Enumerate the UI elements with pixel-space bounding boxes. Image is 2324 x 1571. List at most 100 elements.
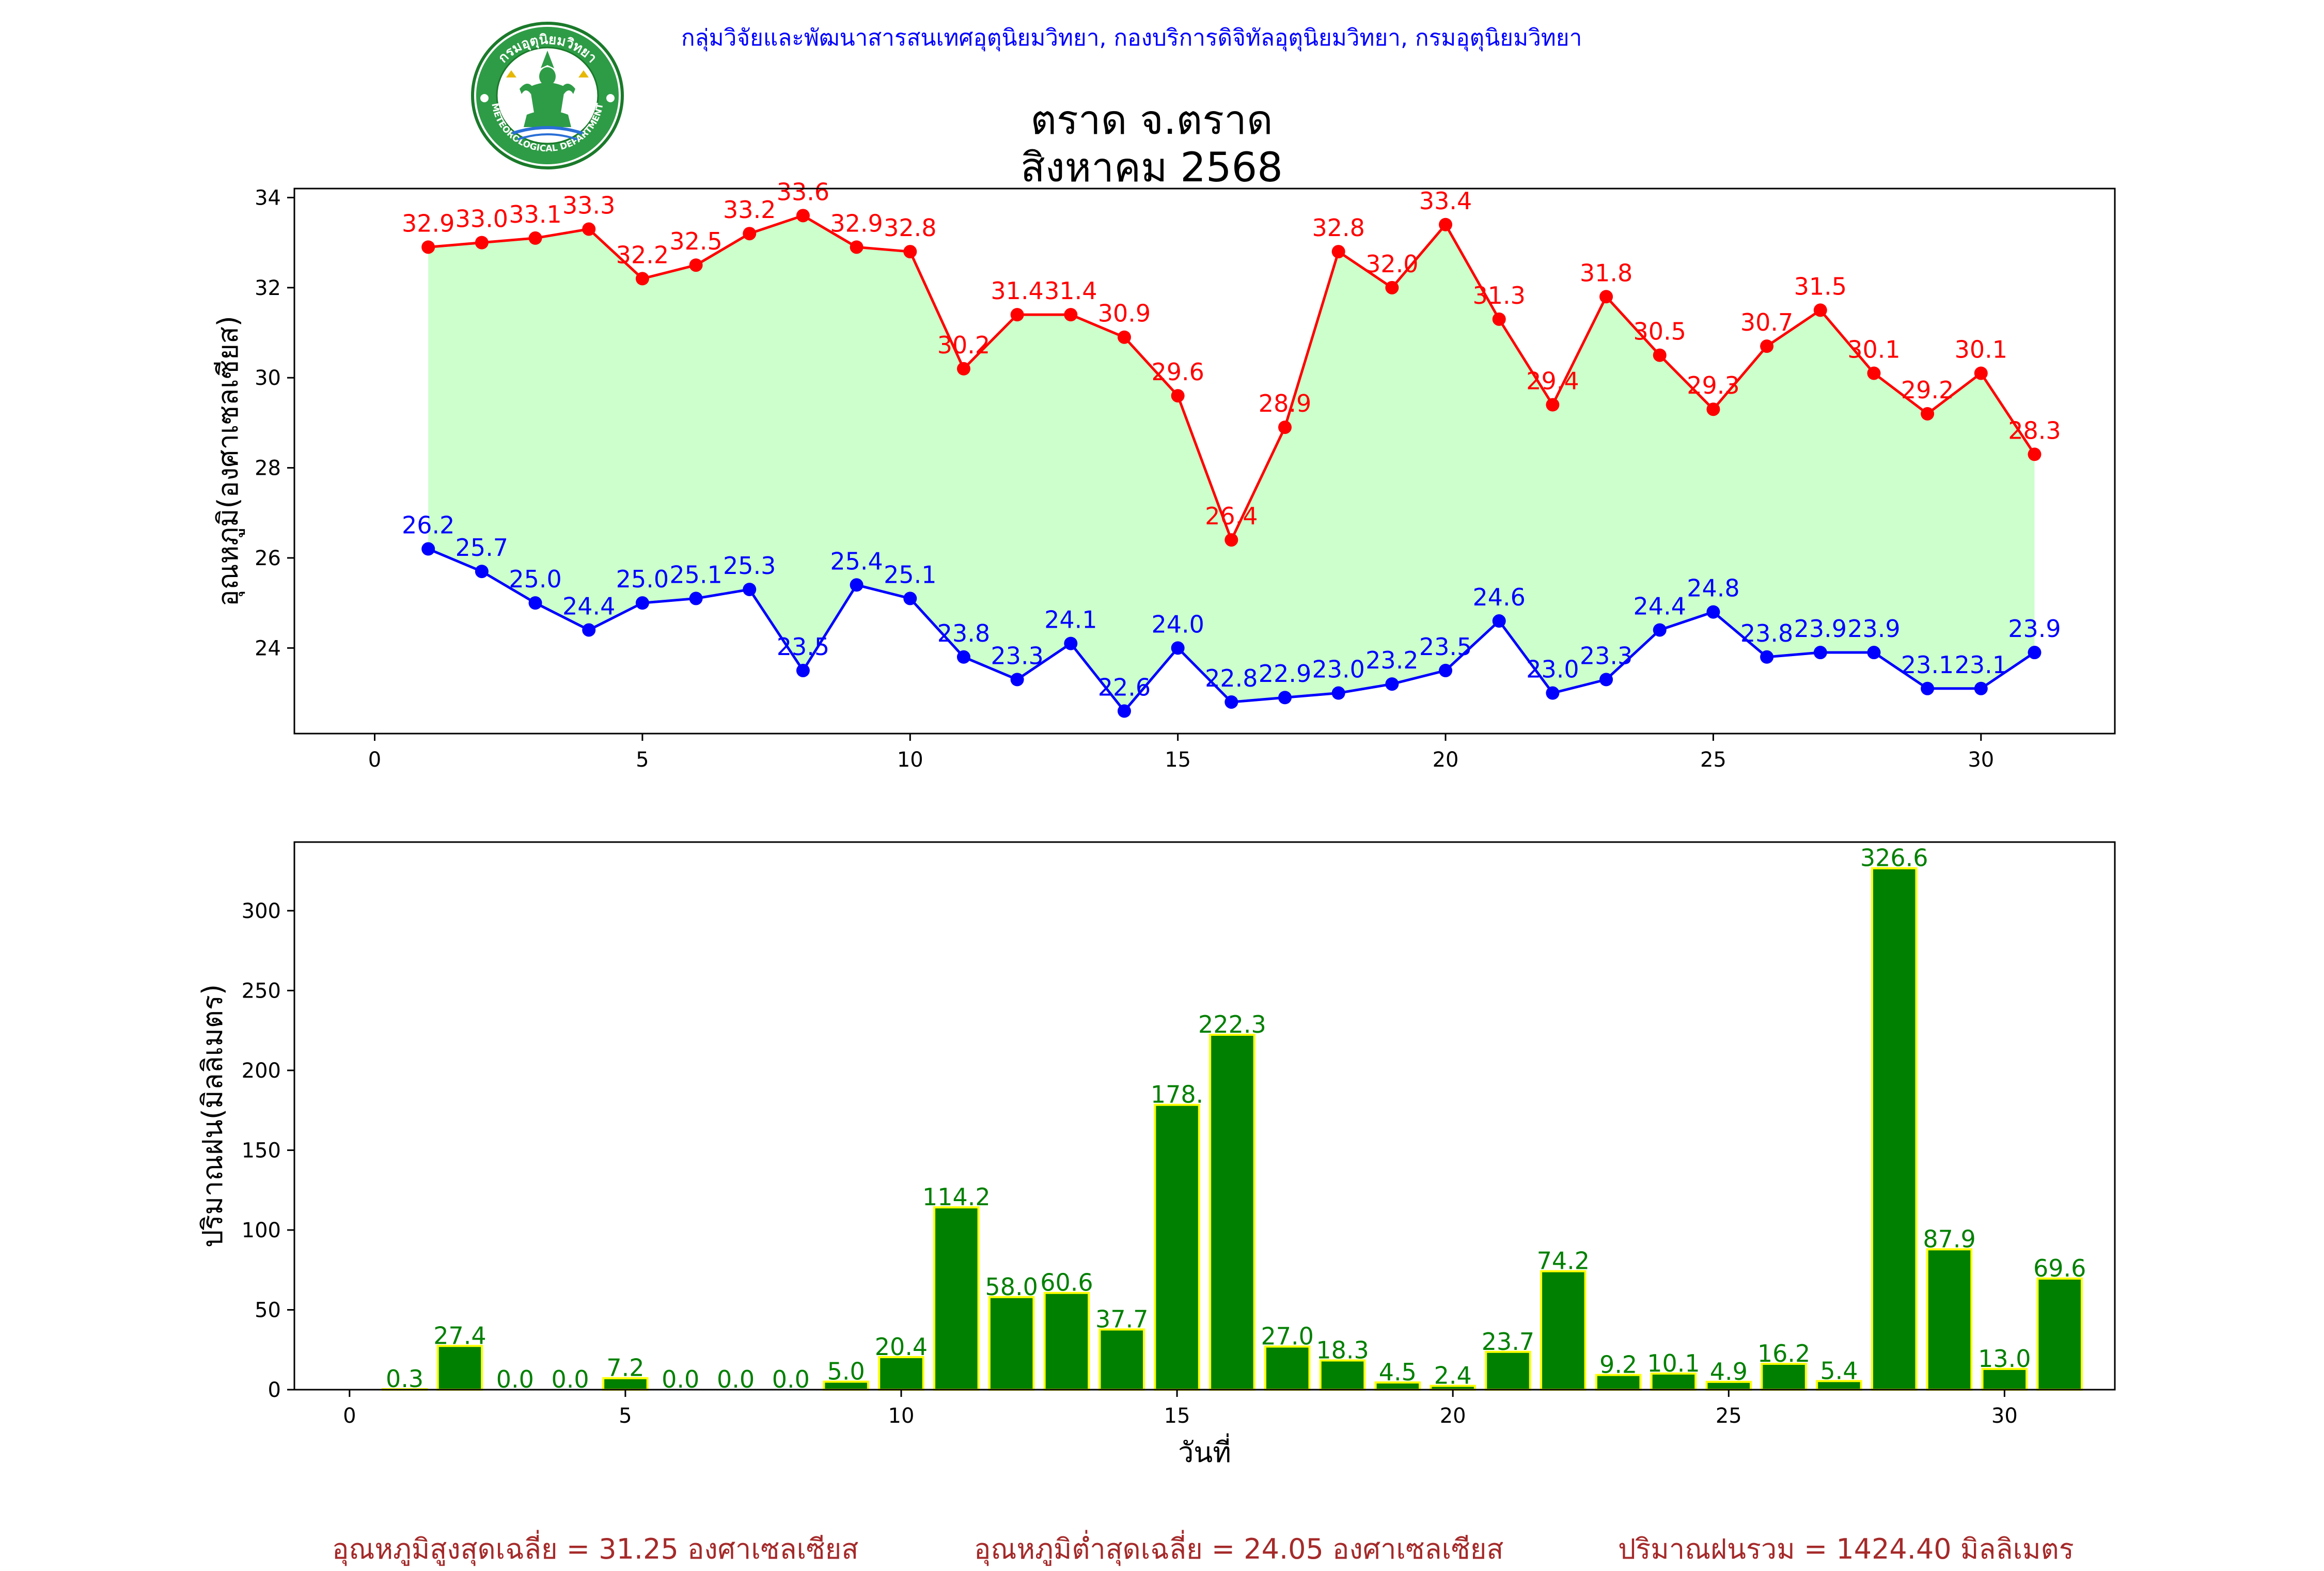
min-temp-point <box>528 596 542 610</box>
rain-bar-label: 2.4 <box>1434 1362 1472 1390</box>
max-temp-label: 30.7 <box>1740 308 1793 336</box>
min-temp-point <box>1278 691 1292 705</box>
max-temp-label: 32.9 <box>830 209 883 237</box>
temp-x-tick-label: 30 <box>1968 748 1994 772</box>
min-temp-point <box>635 596 649 610</box>
min-temp-point <box>850 578 863 592</box>
rain-bar-label: 7.2 <box>606 1354 644 1382</box>
min-temp-point <box>796 663 810 677</box>
max-temp-label: 33.4 <box>1419 187 1472 215</box>
rain-bar-label: 5.0 <box>827 1358 865 1386</box>
rain-bar-label: 58.0 <box>985 1273 1038 1301</box>
max-temp-point <box>528 231 542 245</box>
rain-bar-label: 222.3 <box>1198 1010 1266 1038</box>
min-temp-label: 24.4 <box>1634 592 1686 620</box>
max-temp-label: 32.2 <box>616 241 669 269</box>
min-temp-label: 25.0 <box>509 565 561 593</box>
rain-y-tick-label: 150 <box>242 1139 281 1162</box>
max-temp-point <box>956 362 970 376</box>
min-temp-label: 25.0 <box>616 565 669 593</box>
min-temp-point <box>689 592 703 605</box>
rain-x-tick-label: 10 <box>888 1404 915 1428</box>
min-temp-point <box>1010 673 1024 687</box>
footer-total-rain: ปริมาณฝนรวม = 1424.40 มิลลิเมตร <box>1618 1533 2074 1565</box>
rain-x-tick-label: 5 <box>619 1404 632 1428</box>
rain-y-axis-label: ปริมาณฝน(มิลลิเมตร) <box>196 984 229 1248</box>
rain-bar-label: 326.6 <box>1860 844 1928 872</box>
min-temp-point <box>1599 673 1613 687</box>
min-temp-point <box>1760 650 1774 664</box>
rain-bar-label: 0.0 <box>662 1365 699 1393</box>
rain-bar-label: 0.0 <box>552 1365 589 1393</box>
min-temp-point <box>2028 646 2042 660</box>
min-temp-point <box>1974 681 1988 695</box>
rain-bar-label: 114.2 <box>922 1183 991 1211</box>
max-temp-point <box>1813 303 1827 317</box>
rain-bar <box>1926 1248 1973 1391</box>
min-temp-label: 23.3 <box>1580 642 1632 670</box>
rain-bar-label: 69.6 <box>2033 1254 2086 1282</box>
rain-bar <box>933 1206 980 1391</box>
rain-y-tick-label: 50 <box>255 1298 281 1322</box>
rain-plot-frame <box>293 841 2116 1391</box>
rain-bar <box>878 1356 924 1391</box>
rain-bar <box>1761 1362 1807 1391</box>
min-temp-label: 24.6 <box>1473 583 1526 611</box>
max-temp-label: 28.3 <box>2008 416 2061 444</box>
max-temp-label: 33.0 <box>456 205 508 233</box>
min-temp-label: 25.1 <box>884 561 936 588</box>
temp-plot-frame <box>293 188 2116 735</box>
temp-x-tick-label: 10 <box>897 748 923 772</box>
temp-y-tick-label: 28 <box>255 457 281 480</box>
min-temp-label: 23.8 <box>937 619 990 647</box>
max-temp-label: 29.6 <box>1151 358 1204 386</box>
max-temp-label: 33.1 <box>509 200 561 228</box>
min-temp-point <box>582 623 596 637</box>
rain-bar <box>1485 1350 1531 1391</box>
temp-x-tick-label: 5 <box>636 748 649 772</box>
max-temp-label: 31.4 <box>991 277 1043 305</box>
min-temp-label: 23.1 <box>1901 651 1954 679</box>
meteorological-department-logo: กรมอุตุนิยมวิทยา METEOROLOGICAL DEPARTME… <box>471 22 624 169</box>
rain-bar-label: 0.3 <box>386 1365 423 1393</box>
max-temp-point <box>1064 308 1078 322</box>
rain-bar-label: 13.0 <box>1978 1345 2031 1373</box>
rain-bar <box>1871 867 1918 1391</box>
max-temp-label: 32.9 <box>402 209 454 237</box>
min-temp-label: 23.9 <box>1794 615 1847 643</box>
min-temp-label: 24.8 <box>1687 574 1739 602</box>
max-temp-point <box>1171 389 1185 403</box>
min-temp-point <box>1439 663 1453 677</box>
rain-x-tick-label: 20 <box>1440 1404 1466 1428</box>
rain-bar <box>1264 1345 1311 1391</box>
min-temp-label: 25.1 <box>669 561 722 588</box>
max-temp-point <box>689 258 703 272</box>
rain-bar-label: 10.1 <box>1647 1349 1700 1377</box>
rain-bar <box>1595 1374 1642 1391</box>
max-temp-label: 30.1 <box>1955 335 2007 363</box>
min-temp-point <box>1921 681 1935 695</box>
max-temp-point <box>1117 330 1131 344</box>
max-temp-label: 30.9 <box>1098 300 1151 328</box>
rain-x-axis-label: วันที่ <box>1178 1433 1231 1469</box>
temp-y-tick-label: 30 <box>255 366 281 390</box>
rain-bar <box>1540 1270 1587 1391</box>
min-temp-point <box>421 542 435 556</box>
rain-y-tick-label: 0 <box>268 1378 281 1402</box>
rain-bar-label: 87.9 <box>1923 1225 1975 1253</box>
max-temp-point <box>903 245 917 259</box>
rain-bar <box>1043 1292 1090 1391</box>
chart-subtitle: สิงหาคม 2568 <box>1020 145 1283 191</box>
max-temp-point <box>421 240 435 254</box>
max-temp-label: 30.5 <box>1634 318 1686 346</box>
min-temp-label: 24.4 <box>562 592 615 620</box>
rain-x-tick-label: 25 <box>1716 1404 1742 1428</box>
max-temp-point <box>475 236 489 250</box>
max-temp-label: 33.2 <box>723 196 776 224</box>
max-temp-point <box>1706 402 1720 416</box>
min-temp-label: 25.7 <box>456 534 508 562</box>
temperature-range-fill <box>428 215 2035 711</box>
max-temp-label: 31.3 <box>1473 282 1526 309</box>
rain-bar-label: 4.5 <box>1379 1358 1417 1386</box>
